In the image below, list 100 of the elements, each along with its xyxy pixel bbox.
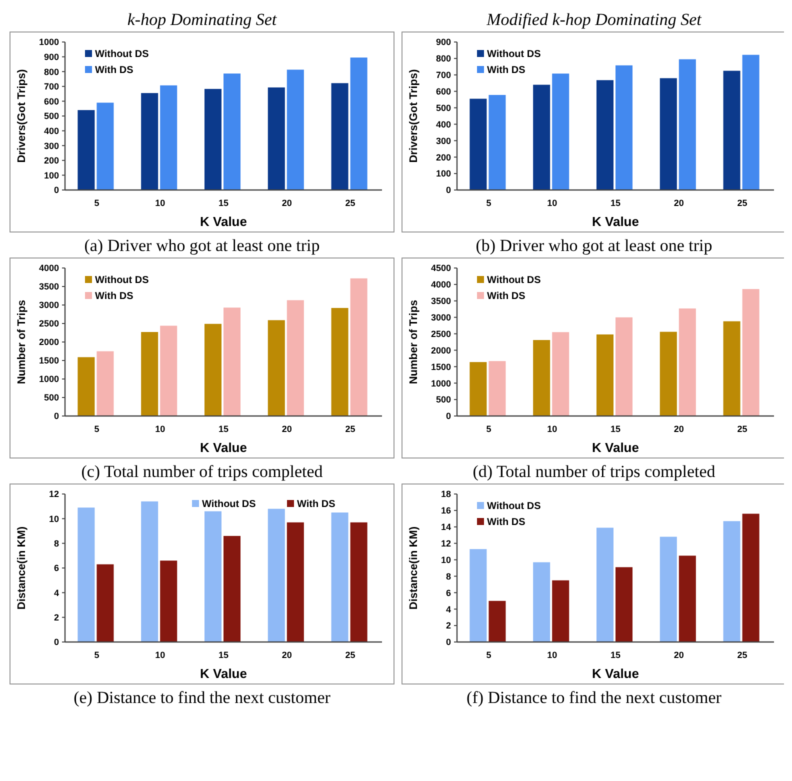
bar <box>78 110 95 190</box>
bar <box>552 74 570 190</box>
text: (e) Distance to find the next customer <box>74 688 331 707</box>
bar <box>660 78 677 190</box>
bar <box>331 83 348 190</box>
y-tick-label: 3500 <box>430 296 451 306</box>
x-tick-label: 25 <box>345 650 356 660</box>
y-tick-label: 2500 <box>430 328 451 339</box>
bar <box>331 308 348 416</box>
bar <box>470 362 487 416</box>
y-tick-label: 8 <box>446 571 451 582</box>
bar <box>616 567 633 642</box>
bar <box>723 70 740 190</box>
legend-label: Without DS <box>202 499 256 510</box>
x-tick-label: 10 <box>155 198 166 208</box>
x-axis-title: K Value <box>200 214 247 229</box>
bar <box>552 580 570 642</box>
bar <box>488 600 506 642</box>
bar <box>596 80 614 190</box>
y-tick-label: 12 <box>48 489 59 500</box>
bar <box>742 289 760 416</box>
y-tick-label: 500 <box>436 394 451 405</box>
chart-title: k-hop Dominating Set <box>127 10 278 29</box>
bar <box>596 334 614 416</box>
y-tick-label: 800 <box>44 66 59 77</box>
bar <box>660 536 677 642</box>
y-tick-label: 6 <box>446 588 451 598</box>
y-tick-label: 2 <box>446 620 451 631</box>
y-axis-title: Number of Trips <box>16 300 28 384</box>
y-tick-label: 2000 <box>430 345 451 356</box>
y-tick-label: 800 <box>436 54 451 64</box>
y-tick-label: 400 <box>436 119 451 130</box>
y-tick-label: 1500 <box>38 356 59 366</box>
legend-label: With DS <box>487 65 526 76</box>
bar <box>660 332 677 416</box>
x-tick-label: 5 <box>486 198 492 208</box>
x-tick-label: 5 <box>94 198 100 208</box>
y-axis-title: Distance(in KM) <box>408 526 420 610</box>
x-tick-label: 25 <box>345 198 356 208</box>
bar <box>533 84 550 190</box>
y-axis-title: Drivers(Got Trips) <box>16 68 28 163</box>
bar <box>678 308 696 416</box>
bar <box>742 514 760 642</box>
y-tick-label: 2 <box>54 612 59 622</box>
y-tick-label: 300 <box>436 136 451 146</box>
y-tick-label: 12 <box>440 538 451 548</box>
y-tick-label: 10 <box>48 514 59 524</box>
bar <box>742 54 760 190</box>
x-axis-title: K Value <box>592 214 639 229</box>
bar <box>350 58 368 190</box>
y-tick-label: 2000 <box>38 337 59 348</box>
bar <box>96 564 114 642</box>
bar <box>533 562 550 642</box>
bar <box>224 74 241 190</box>
x-tick-label: 5 <box>94 424 100 434</box>
x-tick-label: 5 <box>486 650 492 660</box>
bar <box>224 536 241 642</box>
y-axis-title: Distance(in KM) <box>16 526 28 610</box>
x-tick-label: 10 <box>155 424 166 434</box>
text: (c) Total number of trips completed <box>81 462 324 481</box>
y-tick-label: 500 <box>44 111 59 122</box>
y-tick-label: 600 <box>436 86 451 96</box>
x-tick-label: 15 <box>610 650 621 660</box>
bar <box>204 324 222 416</box>
y-tick-label: 200 <box>436 152 451 162</box>
legend-label: Without DS <box>487 49 542 60</box>
text: (d) Total number of trips completed <box>472 462 716 481</box>
bar <box>160 85 178 190</box>
y-tick-label: 700 <box>44 82 59 92</box>
x-tick-label: 10 <box>547 198 558 208</box>
bar <box>616 65 633 190</box>
y-tick-label: 0 <box>446 637 451 648</box>
legend-label: Without DS <box>487 275 542 286</box>
bar <box>224 308 241 416</box>
bar <box>268 87 285 190</box>
x-axis-title: K Value <box>200 666 247 681</box>
legend-label: With DS <box>487 517 526 528</box>
y-tick-label: 8 <box>54 538 59 548</box>
bar <box>286 522 304 642</box>
y-tick-label: 0 <box>54 185 59 196</box>
bar <box>141 332 158 416</box>
bar <box>331 512 348 642</box>
y-tick-label: 6 <box>54 563 59 574</box>
x-tick-label: 20 <box>674 198 684 208</box>
legend-label: Without DS <box>95 275 150 286</box>
y-axis-title: Drivers(Got Trips) <box>408 68 420 163</box>
x-tick-label: 5 <box>486 424 492 434</box>
y-tick-label: 600 <box>44 96 59 106</box>
bar <box>96 351 114 416</box>
y-tick-label: 3000 <box>38 300 59 310</box>
y-tick-label: 700 <box>436 70 451 80</box>
bar <box>678 556 696 642</box>
x-tick-label: 15 <box>218 650 229 660</box>
bar <box>488 361 506 416</box>
bar <box>488 94 506 190</box>
y-tick-label: 3500 <box>38 282 59 292</box>
bar <box>470 549 487 642</box>
bar <box>723 521 740 642</box>
text: (b) Driver who got at least one trip <box>476 236 712 255</box>
x-tick-label: 20 <box>674 650 684 660</box>
